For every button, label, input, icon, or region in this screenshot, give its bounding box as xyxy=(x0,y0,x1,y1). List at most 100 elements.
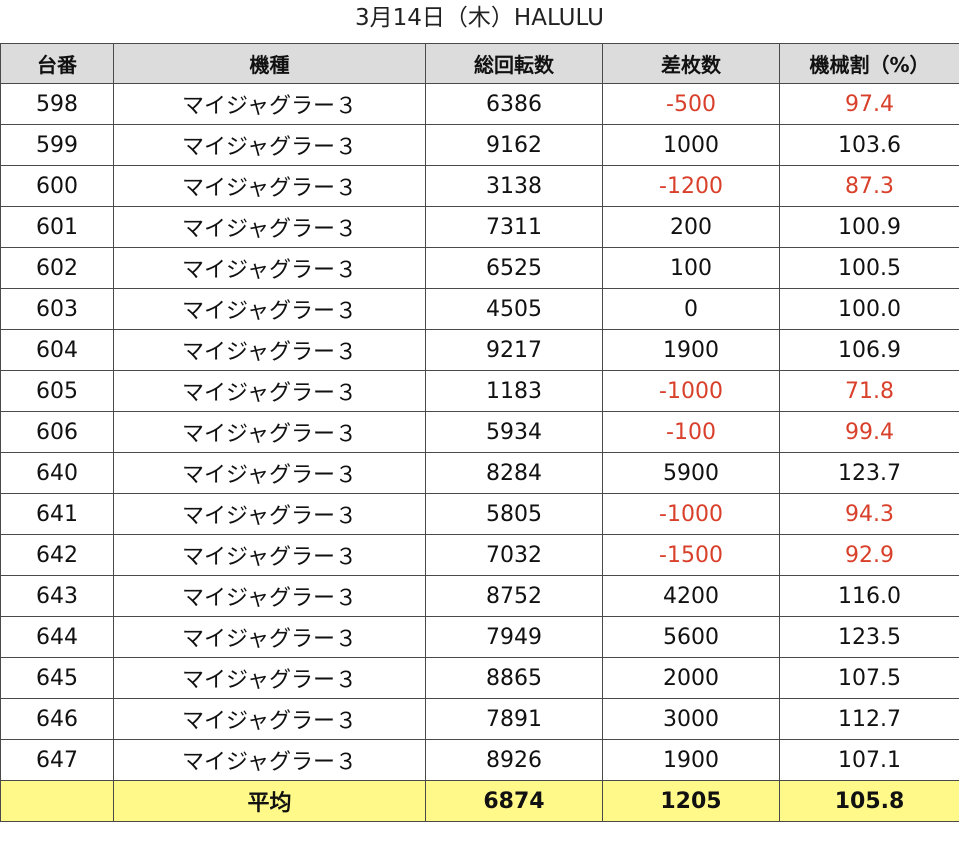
cell-rate: 100.5 xyxy=(779,247,959,289)
cell-spins: 8926 xyxy=(425,739,603,781)
cell-unit: 605 xyxy=(0,370,114,412)
cell-diff: -1000 xyxy=(602,370,780,412)
cell-model: マイジャグラー３ xyxy=(113,411,426,453)
cell-diff: 1900 xyxy=(602,329,780,371)
cell-unit: 604 xyxy=(0,329,114,371)
table-row: 599 マイジャグラー３ 9162 1000 103.6 xyxy=(0,124,959,166)
cell-model: マイジャグラー３ xyxy=(113,616,426,658)
cell-rate: 123.7 xyxy=(779,452,959,494)
cell-spins: 8284 xyxy=(425,452,603,494)
cell-diff: 1900 xyxy=(602,739,780,781)
cell-model: マイジャグラー３ xyxy=(113,165,426,207)
cell-unit: 599 xyxy=(0,124,114,166)
header-unit: 台番 xyxy=(0,43,114,84)
cell-model: マイジャグラー３ xyxy=(113,288,426,330)
cell-unit: 645 xyxy=(0,657,114,699)
table-row: 602 マイジャグラー３ 6525 100 100.5 xyxy=(0,247,959,289)
table-row: 640 マイジャグラー３ 8284 5900 123.7 xyxy=(0,452,959,494)
cell-rate: 103.6 xyxy=(779,124,959,166)
cell-spins: 5805 xyxy=(425,493,603,535)
cell-model: マイジャグラー３ xyxy=(113,575,426,617)
cell-rate: 100.9 xyxy=(779,206,959,248)
table-body: 598 マイジャグラー３ 6386 -500 97.4 599 マイジャグラー３ 9162 10… xyxy=(0,83,959,781)
cell-model: マイジャグラー３ xyxy=(113,206,426,248)
cell-spins: 7311 xyxy=(425,206,603,248)
header-diff: 差枚数 xyxy=(602,43,780,84)
cell-unit: 602 xyxy=(0,247,114,289)
header-rate: 機械割（%） xyxy=(779,43,959,84)
table-row: 641 マイジャグラー３ 5805 -1000 94.3 xyxy=(0,493,959,535)
cell-diff: 0 xyxy=(602,288,780,330)
table-row: 604 マイジャグラー３ 9217 1900 106.9 xyxy=(0,329,959,371)
cell-spins: 7949 xyxy=(425,616,603,658)
cell-rate: 107.5 xyxy=(779,657,959,699)
cell-rate: 71.8 xyxy=(779,370,959,412)
table-row: 598 マイジャグラー３ 6386 -500 97.4 xyxy=(0,83,959,125)
cell-unit: 644 xyxy=(0,616,114,658)
cell-unit: 640 xyxy=(0,452,114,494)
cell-spins: 4505 xyxy=(425,288,603,330)
cell-diff: 1000 xyxy=(602,124,780,166)
cell-diff: -1500 xyxy=(602,534,780,576)
cell-diff: -500 xyxy=(602,83,780,125)
cell-rate: 100.0 xyxy=(779,288,959,330)
cell-diff: -1200 xyxy=(602,165,780,207)
cell-diff: 4200 xyxy=(602,575,780,617)
cell-rate: 106.9 xyxy=(779,329,959,371)
cell-model: マイジャグラー３ xyxy=(113,370,426,412)
cell-unit: 603 xyxy=(0,288,114,330)
page-title: 3月14日（木）HALULU xyxy=(355,5,604,31)
cell-diff: 100 xyxy=(602,247,780,289)
cell-model: マイジャグラー３ xyxy=(113,698,426,740)
header-row: 台番 機種 総回転数 差枚数 機械割（%） xyxy=(0,43,959,84)
cell-diff: 5600 xyxy=(602,616,780,658)
cell-model: マイジャグラー３ xyxy=(113,124,426,166)
table-row: 601 マイジャグラー３ 7311 200 100.9 xyxy=(0,206,959,248)
cell-diff: -100 xyxy=(602,411,780,453)
cell-spins: 9217 xyxy=(425,329,603,371)
table-footer: 平均 6874 1205 105.8 xyxy=(0,780,959,822)
cell-unit: 647 xyxy=(0,739,114,781)
table-row: 606 マイジャグラー３ 5934 -100 99.4 xyxy=(0,411,959,453)
table-row: 647 マイジャグラー３ 8926 1900 107.1 xyxy=(0,739,959,781)
cell-rate: 116.0 xyxy=(779,575,959,617)
average-diff: 1205 xyxy=(602,780,780,822)
table-row: 645 マイジャグラー３ 8865 2000 107.5 xyxy=(0,657,959,699)
cell-unit: 598 xyxy=(0,83,114,125)
cell-unit: 643 xyxy=(0,575,114,617)
cell-diff: 2000 xyxy=(602,657,780,699)
cell-unit: 606 xyxy=(0,411,114,453)
table-row: 644 マイジャグラー３ 7949 5600 123.5 xyxy=(0,616,959,658)
cell-spins: 9162 xyxy=(425,124,603,166)
cell-unit: 601 xyxy=(0,206,114,248)
cell-diff: -1000 xyxy=(602,493,780,535)
cell-model: マイジャグラー３ xyxy=(113,83,426,125)
cell-model: マイジャグラー３ xyxy=(113,739,426,781)
cell-diff: 3000 xyxy=(602,698,780,740)
cell-unit: 641 xyxy=(0,493,114,535)
table-row: 646 マイジャグラー３ 7891 3000 112.7 xyxy=(0,698,959,740)
average-unit xyxy=(0,780,114,822)
table-row: 642 マイジャグラー３ 7032 -1500 92.9 xyxy=(0,534,959,576)
table-row: 643 マイジャグラー３ 8752 4200 116.0 xyxy=(0,575,959,617)
table-row: 600 マイジャグラー３ 3138 -1200 87.3 xyxy=(0,165,959,207)
cell-model: マイジャグラー３ xyxy=(113,329,426,371)
average-spins: 6874 xyxy=(425,780,603,822)
table-header: 台番 機種 総回転数 差枚数 機械割（%） xyxy=(0,43,959,84)
average-label: 平均 xyxy=(113,780,426,822)
average-row: 平均 6874 1205 105.8 xyxy=(0,780,959,822)
cell-rate: 94.3 xyxy=(779,493,959,535)
cell-model: マイジャグラー３ xyxy=(113,452,426,494)
cell-rate: 112.7 xyxy=(779,698,959,740)
cell-spins: 1183 xyxy=(425,370,603,412)
cell-rate: 87.3 xyxy=(779,165,959,207)
cell-unit: 642 xyxy=(0,534,114,576)
cell-rate: 123.5 xyxy=(779,616,959,658)
cell-spins: 7891 xyxy=(425,698,603,740)
cell-model: マイジャグラー３ xyxy=(113,247,426,289)
results-table: 台番 機種 総回転数 差枚数 機械割（%） 598 マイジャグラー３ 6386 -50… xyxy=(0,43,959,822)
cell-model: マイジャグラー３ xyxy=(113,657,426,699)
cell-rate: 92.9 xyxy=(779,534,959,576)
cell-diff: 5900 xyxy=(602,452,780,494)
average-rate: 105.8 xyxy=(779,780,959,822)
